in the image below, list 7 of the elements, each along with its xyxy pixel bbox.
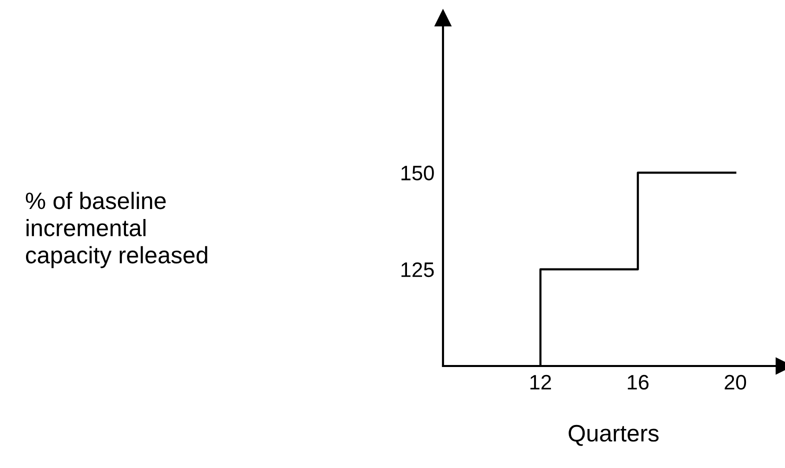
y-tick-label: 150	[402, 166, 434, 180]
x-tick-label: 12	[530, 374, 551, 390]
x-axis-title: Quarters	[568, 424, 659, 446]
x-tick-label: 16	[628, 374, 649, 390]
y-tick-label: 125	[402, 262, 434, 278]
x-tick-label: 20	[724, 374, 746, 390]
text: % of baseline incremental capacity released	[26, 192, 208, 268]
